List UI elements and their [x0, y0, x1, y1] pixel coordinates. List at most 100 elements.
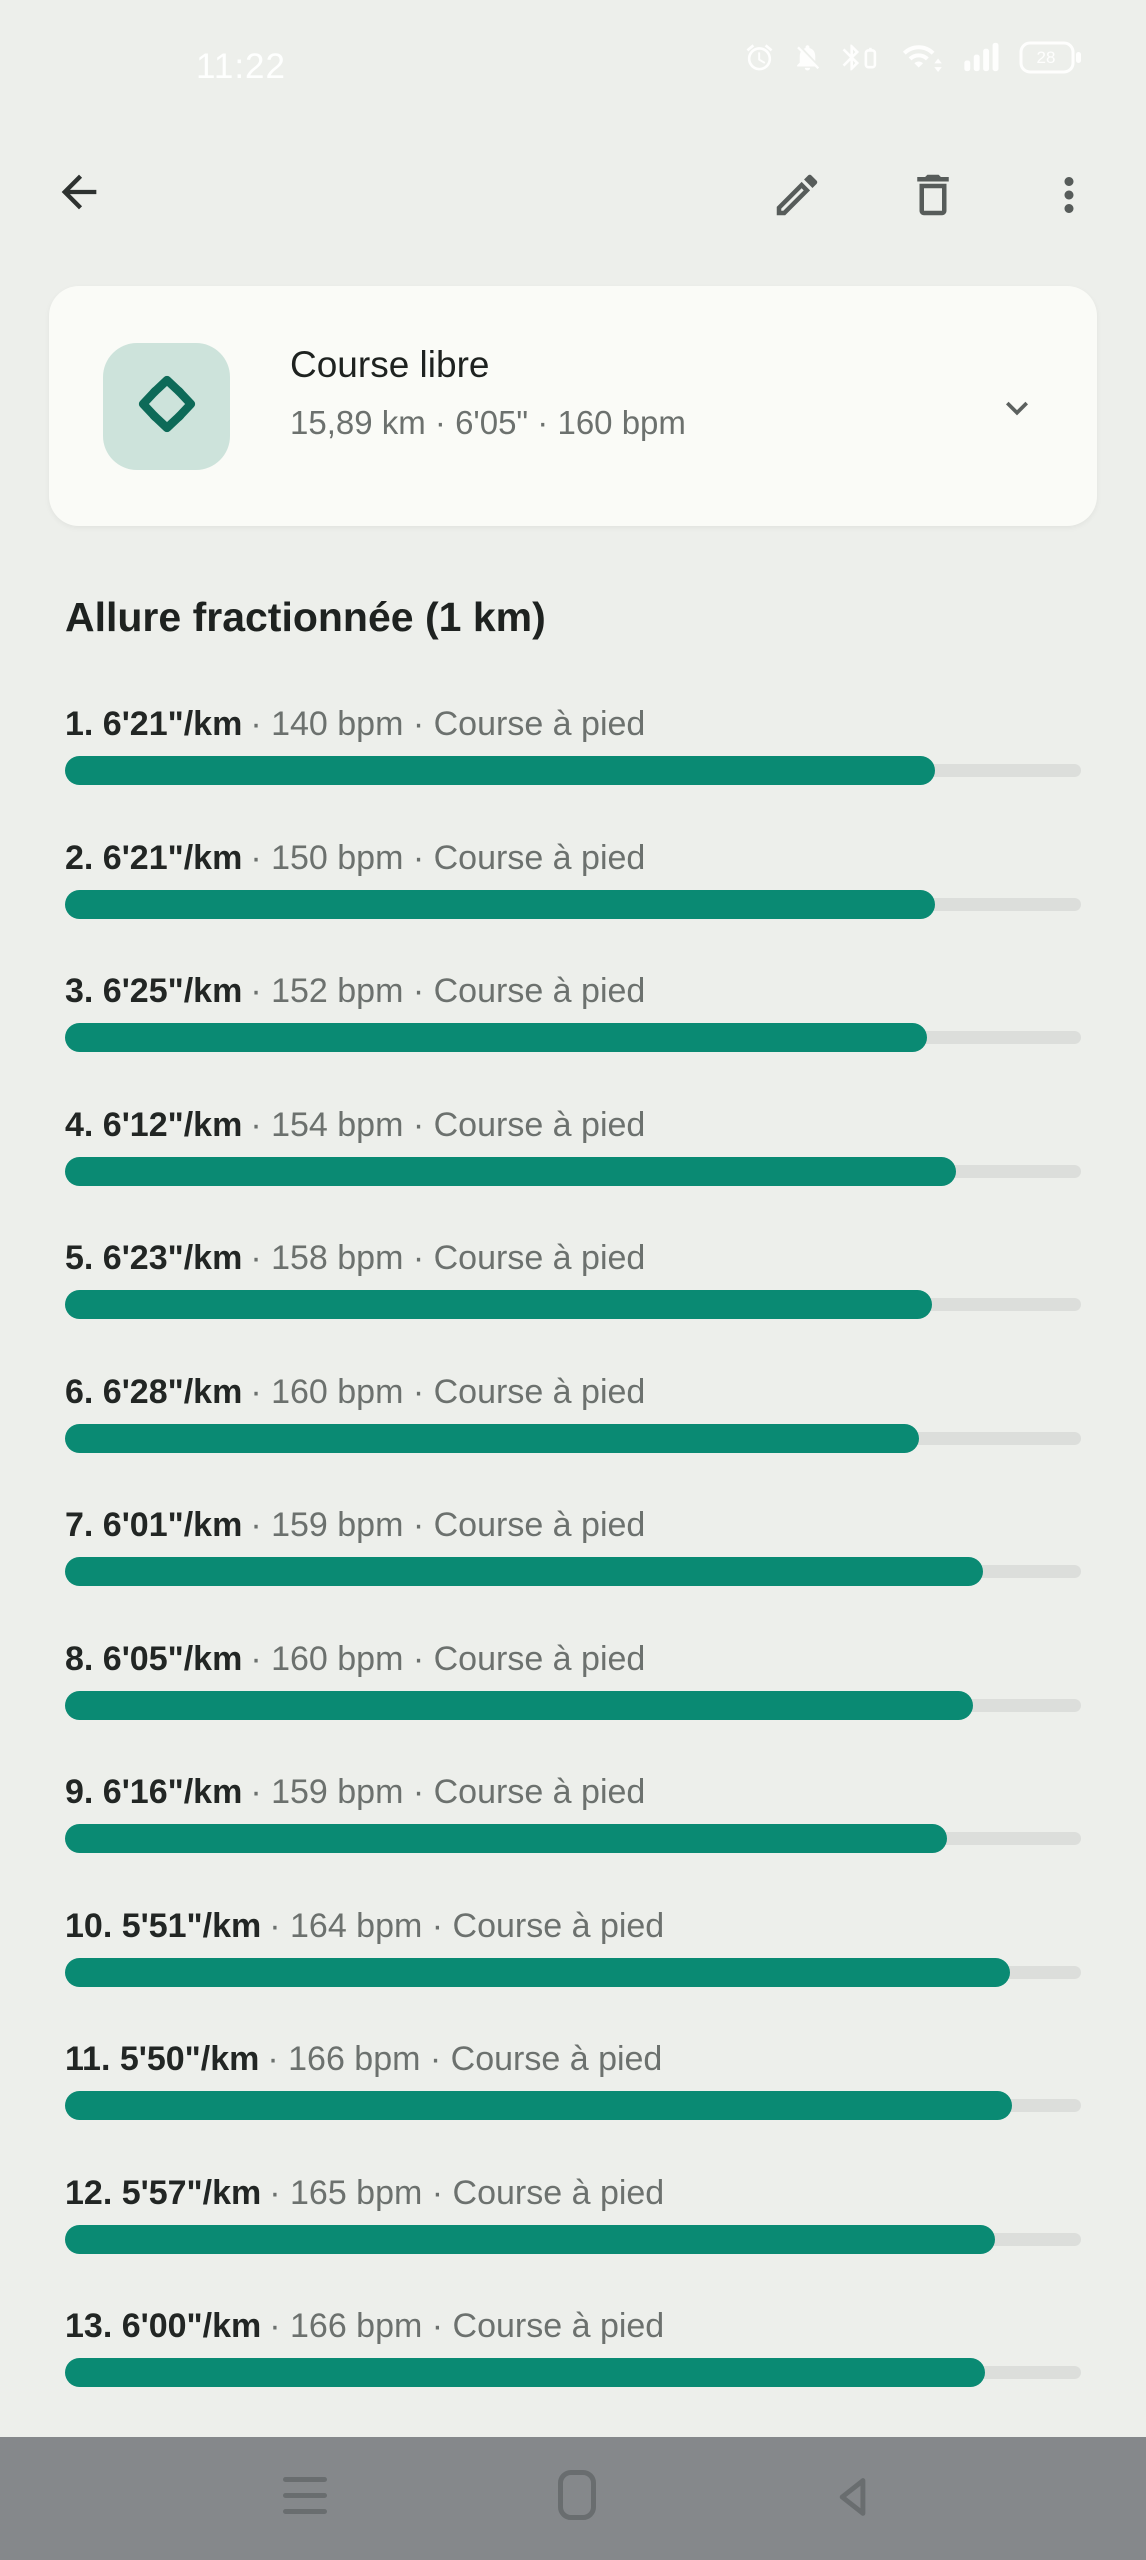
split-bar-fill [65, 1690, 974, 1720]
split-text: 4. 6'12"/km · 154 bpm · Course à pied [65, 1103, 1081, 1147]
split-bar-track [65, 2224, 1081, 2254]
split-details: · 159 bpm · Course à pied [250, 1506, 646, 1544]
split-pace-label: 11. 5'50"/km [65, 2040, 260, 2078]
split-row: 9. 6'16"/km · 159 bpm · Course à pied [65, 1770, 1081, 1904]
app-bar [0, 150, 1146, 240]
signal-strength-icon [962, 40, 1002, 74]
recent-apps-button[interactable] [283, 2477, 327, 2514]
split-details: · 166 bpm · Course à pied [269, 2307, 665, 2345]
split-bar-track [65, 1423, 1081, 1453]
split-details: · 140 bpm · Course à pied [250, 705, 646, 743]
split-bar-track [65, 1156, 1081, 1186]
split-bar-track [65, 1690, 1081, 1720]
split-text: 7. 6'01"/km · 159 bpm · Course à pied [65, 1503, 1081, 1547]
split-details: · 154 bpm · Course à pied [250, 1105, 646, 1144]
split-bar-track [65, 1957, 1081, 1987]
split-row: 7. 6'01"/km · 159 bpm · Course à pied [65, 1503, 1081, 1637]
wifi-icon [901, 41, 945, 74]
bluetooth-connected-icon [840, 42, 884, 73]
activity-type-tile [103, 343, 230, 470]
split-pace-label: 3. 6'25"/km [65, 972, 243, 1010]
split-row: 11. 5'50"/km · 166 bpm · Course à pied [65, 2037, 1081, 2171]
battery-icon: 28 [1019, 41, 1082, 74]
split-row: 6. 6'28"/km · 160 bpm · Course à pied [65, 1370, 1081, 1504]
split-bar-fill [65, 1423, 920, 1453]
more-options-icon [1042, 177, 1096, 225]
split-bar-track [65, 756, 1081, 785]
split-bar-fill [65, 1824, 947, 1853]
split-row: 12. 5'57"/km · 165 bpm · Course à pied [65, 2171, 1081, 2305]
split-text: 10. 5'51"/km · 164 bpm · Course à pied [65, 1904, 1081, 1948]
edit-button[interactable] [770, 168, 824, 225]
android-back-button[interactable] [831, 2473, 873, 2524]
status-icons: 28 [744, 40, 1082, 74]
split-pace-label: 13. 6'00"/km [65, 2307, 262, 2345]
split-pace-label: 8. 6'05"/km [65, 1639, 243, 1678]
split-bar-fill [65, 1156, 957, 1186]
activity-card[interactable]: Course libre 15,89 km · 6'05" · 160 bpm [49, 286, 1097, 526]
battery-percent: 28 [1036, 47, 1056, 67]
home-button[interactable] [558, 2470, 596, 2520]
splits-list: 1. 6'21"/km · 140 bpm · Course à pied 2. … [65, 702, 1081, 2438]
split-pace-label: 12. 5'57"/km [65, 2173, 262, 2212]
recent-apps-icon [283, 2477, 327, 2514]
split-row: 13. 6'00"/km · 166 bpm · Course à pied [65, 2304, 1081, 2438]
back-icon [831, 2478, 873, 2524]
split-details: · 159 bpm · Course à pied [250, 1773, 646, 1811]
split-bar-track [65, 2091, 1081, 2120]
split-bar-fill [65, 756, 935, 785]
more-options-button[interactable] [1042, 168, 1096, 225]
split-pace-label: 5. 6'23"/km [65, 1239, 243, 1277]
split-text: 6. 6'28"/km · 160 bpm · Course à pied [65, 1370, 1081, 1414]
delete-trash-icon [906, 174, 960, 225]
split-details: · 165 bpm · Course à pied [269, 2173, 665, 2212]
split-bar-track [65, 889, 1081, 919]
split-bar-track [65, 1023, 1081, 1052]
split-details: · 160 bpm · Course à pied [250, 1639, 646, 1678]
split-text: 5. 6'23"/km · 158 bpm · Course à pied [65, 1236, 1081, 1280]
split-bar-fill [65, 889, 935, 919]
gesture-nav-bar [0, 2437, 1146, 2560]
split-pace-label: 7. 6'01"/km [65, 1506, 243, 1544]
chevron-down-icon[interactable] [995, 386, 1039, 435]
split-pace-label: 10. 5'51"/km [65, 1906, 262, 1945]
split-row: 3. 6'25"/km · 152 bpm · Course à pied [65, 969, 1081, 1103]
split-pace-label: 9. 6'16"/km [65, 1773, 243, 1811]
split-text: 12. 5'57"/km · 165 bpm · Course à pied [65, 2171, 1081, 2215]
split-text: 9. 6'16"/km · 159 bpm · Course à pied [65, 1770, 1081, 1814]
split-details: · 166 bpm · Course à pied [267, 2040, 663, 2078]
split-bar-fill [65, 1023, 927, 1052]
split-bar-fill [65, 2091, 1012, 2120]
split-bar-fill [65, 1957, 1010, 1987]
split-text: 2. 6'21"/km · 150 bpm · Course à pied [65, 836, 1081, 880]
status-bar: 11:22 28 [0, 0, 1146, 100]
status-time: 11:22 [196, 47, 286, 86]
split-text: 8. 6'05"/km · 160 bpm · Course à pied [65, 1637, 1081, 1681]
split-bar-track [65, 2358, 1081, 2387]
split-pace-label: 4. 6'12"/km [65, 1105, 243, 1144]
split-row: 4. 6'12"/km · 154 bpm · Course à pied [65, 1103, 1081, 1237]
activity-stats: 15,89 km · 6'05" · 160 bpm [290, 404, 686, 441]
free-run-directions-icon [130, 367, 204, 446]
split-pace-label: 1. 6'21"/km [65, 705, 243, 743]
split-bar-fill [65, 2358, 986, 2387]
home-icon [558, 2470, 596, 2520]
split-details: · 150 bpm · Course à pied [250, 838, 646, 877]
split-details: · 158 bpm · Course à pied [250, 1239, 646, 1277]
back-button[interactable] [53, 166, 105, 221]
split-pace-label: 6. 6'28"/km [65, 1372, 243, 1411]
split-row: 2. 6'21"/km · 150 bpm · Course à pied [65, 836, 1081, 970]
activity-title: Course libre [290, 344, 490, 385]
split-row: 10. 5'51"/km · 164 bpm · Course à pied [65, 1904, 1081, 2038]
split-text: 11. 5'50"/km · 166 bpm · Course à pied [65, 2037, 1081, 2081]
split-bar-fill [65, 2224, 995, 2254]
split-row: 5. 6'23"/km · 158 bpm · Course à pied [65, 1236, 1081, 1370]
split-text: 13. 6'00"/km · 166 bpm · Course à pied [65, 2304, 1081, 2348]
notifications-off-icon [792, 42, 823, 73]
split-bar-track [65, 1824, 1081, 1853]
split-text: 1. 6'21"/km · 140 bpm · Course à pied [65, 702, 1081, 746]
delete-button[interactable] [906, 168, 960, 225]
split-row: 1. 6'21"/km · 140 bpm · Course à pied [65, 702, 1081, 836]
split-bar-fill [65, 1290, 932, 1319]
